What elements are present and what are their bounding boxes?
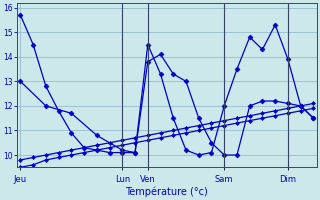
X-axis label: Température (°c): Température (°c): [125, 187, 208, 197]
